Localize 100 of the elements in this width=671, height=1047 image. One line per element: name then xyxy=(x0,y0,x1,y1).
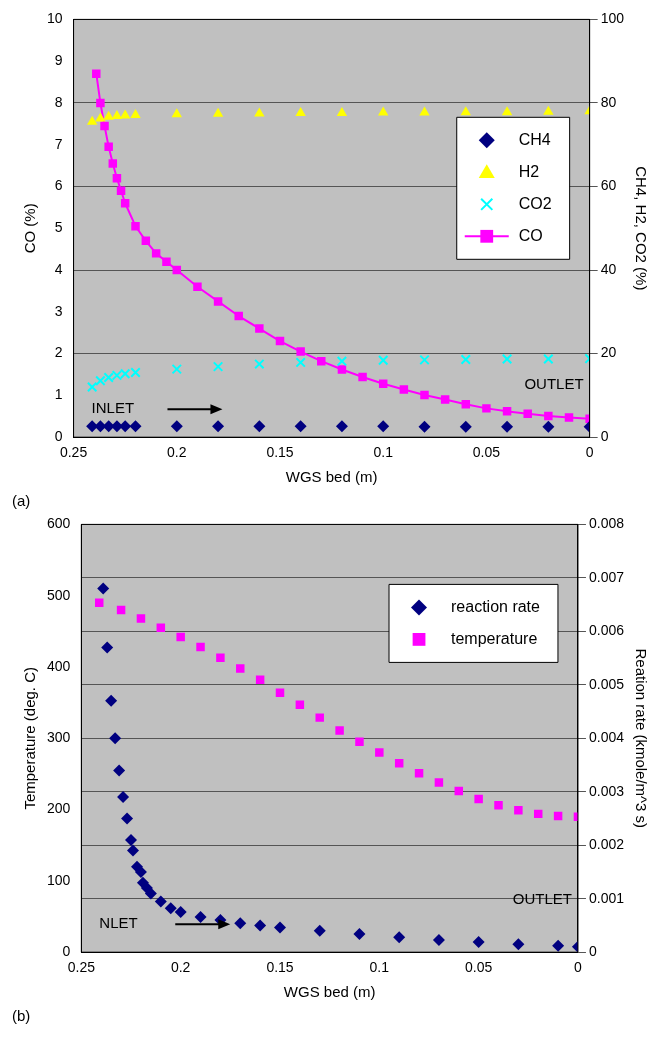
point xyxy=(494,801,503,810)
point xyxy=(213,297,223,306)
point xyxy=(234,917,247,930)
y2-tick-label: 40 xyxy=(600,260,617,277)
point xyxy=(130,367,141,378)
point xyxy=(459,420,472,433)
point xyxy=(164,902,177,915)
point xyxy=(353,928,366,941)
point xyxy=(111,109,123,119)
point xyxy=(176,632,185,642)
point xyxy=(358,372,367,382)
legend-label: CO xyxy=(518,226,543,244)
point xyxy=(174,906,187,919)
point xyxy=(108,159,118,168)
point xyxy=(317,356,326,366)
point xyxy=(104,142,113,152)
y-tick-label: 8 xyxy=(54,93,63,110)
y2-tick-label: 0.008 xyxy=(588,515,625,532)
point xyxy=(171,108,182,118)
point xyxy=(236,664,245,673)
point xyxy=(434,778,444,787)
annotation: INLET xyxy=(91,399,135,417)
point xyxy=(129,420,142,433)
y2-tick-label: 0.001 xyxy=(588,889,625,906)
y-axis-title: CO (%) xyxy=(21,203,39,254)
point xyxy=(420,390,429,400)
x-tick-label: 0.05 xyxy=(465,959,493,976)
point xyxy=(355,737,364,747)
y-tick-label: 6 xyxy=(54,177,63,194)
y-tick-label: 1 xyxy=(54,386,63,403)
point xyxy=(460,106,471,116)
x-axis-title: WGS bed (m) xyxy=(283,983,376,1001)
point xyxy=(378,379,388,388)
point xyxy=(105,694,118,707)
x-tick-label: 0.05 xyxy=(472,444,501,461)
y2-tick-label: 0.006 xyxy=(588,622,625,639)
y2-tick-label: 20 xyxy=(600,344,617,361)
y2-tick-label: 0.005 xyxy=(588,675,625,692)
point xyxy=(543,353,554,365)
point xyxy=(315,713,324,722)
point xyxy=(103,110,114,120)
legend-label: CO2 xyxy=(518,194,552,212)
point xyxy=(432,933,445,946)
point xyxy=(113,764,126,777)
point xyxy=(136,614,146,623)
y-tick-label: 400 xyxy=(47,657,71,674)
point xyxy=(378,106,389,116)
point xyxy=(86,115,98,125)
point xyxy=(336,106,348,116)
y-tick-label: 5 xyxy=(54,219,63,236)
point xyxy=(512,938,525,951)
y-tick-label: 7 xyxy=(54,135,63,152)
point xyxy=(151,249,161,258)
y-tick-label: 600 xyxy=(47,515,71,532)
point xyxy=(313,924,326,937)
y2-tick-label: 0 xyxy=(588,943,597,960)
y-tick-label: 0 xyxy=(54,428,63,445)
y-tick-label: 0 xyxy=(62,943,71,960)
point xyxy=(212,107,224,117)
x-tick-label: 0 xyxy=(574,959,583,976)
x-tick-label: 0.1 xyxy=(373,444,394,461)
point xyxy=(375,748,384,757)
point xyxy=(418,420,431,433)
point xyxy=(543,105,554,115)
x-tick-label: 0 xyxy=(585,444,594,461)
point xyxy=(399,385,409,394)
point xyxy=(171,363,183,375)
point xyxy=(95,375,106,387)
y-tick-label: 3 xyxy=(54,302,63,319)
y-axis-title: Temperature (deg. C) xyxy=(21,667,39,810)
point xyxy=(295,357,306,368)
y-tick-label: 200 xyxy=(47,800,71,817)
point xyxy=(125,833,138,846)
point xyxy=(514,806,523,815)
legend-label: H2 xyxy=(518,162,540,180)
y-tick-label: 300 xyxy=(47,729,71,746)
point xyxy=(336,355,348,367)
y2-tick-label: 0.002 xyxy=(588,836,625,853)
point xyxy=(295,106,306,116)
y2-tick-label: 0 xyxy=(600,428,609,445)
point xyxy=(552,939,565,952)
x-tick-label: 0.15 xyxy=(266,959,294,976)
point xyxy=(253,420,266,433)
x-tick-label: 0.25 xyxy=(67,959,96,976)
y-tick-label: 500 xyxy=(47,586,71,603)
point xyxy=(92,69,101,78)
point xyxy=(193,282,202,292)
point xyxy=(472,936,485,949)
y2-axis-title: Reation rate (kmole/m^3 s) xyxy=(632,648,650,829)
point xyxy=(144,887,157,900)
point xyxy=(196,642,205,652)
point xyxy=(212,420,225,433)
point xyxy=(194,910,207,923)
point xyxy=(294,420,307,433)
point xyxy=(419,354,430,366)
point xyxy=(542,420,555,433)
point xyxy=(335,726,344,735)
point xyxy=(275,688,285,697)
point xyxy=(97,582,110,595)
point xyxy=(460,354,472,365)
